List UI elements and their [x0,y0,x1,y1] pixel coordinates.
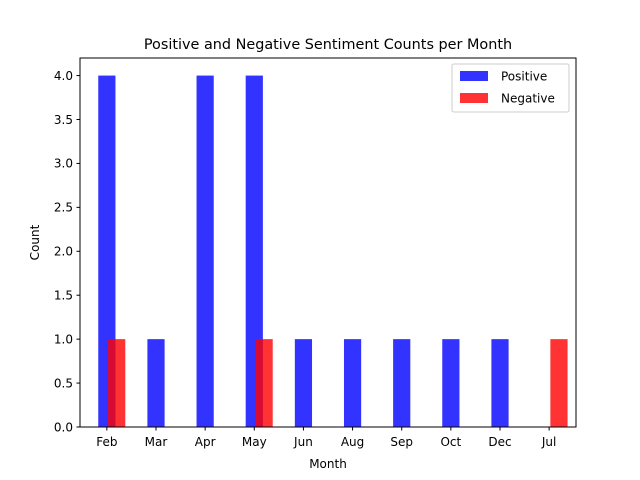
chart-title: Positive and Negative Sentiment Counts p… [144,37,512,53]
bar-negative-jul [550,339,568,427]
x-axis: Feb Mar Apr May Jun Aug Sep Oct Dec Jul [96,427,556,449]
y-tick-label: 3.0 [54,157,73,171]
y-tick-label: 1.0 [54,332,73,346]
x-tick-label: Oct [440,435,461,449]
x-tick-label: Jul [541,435,556,449]
x-tick-label: Feb [96,435,117,449]
x-tick-label: Apr [195,435,216,449]
x-axis-label: Month [309,457,347,471]
x-tick-label: Dec [488,435,511,449]
bar-positive-sep [393,339,411,427]
legend: Positive Negative [451,63,570,113]
y-tick-label: 4.0 [54,69,73,83]
bar-negative-feb [108,339,126,427]
plot-frame [79,57,577,428]
x-tick-label: Aug [341,435,364,449]
bar-positive-jun [294,339,313,427]
legend-label-positive: Positive [501,70,547,84]
bar-positive-aug [343,339,362,427]
y-tick-label: 2.0 [54,245,73,259]
bar-positive-dec [491,339,509,427]
x-tick-label: Jun [293,435,313,449]
x-tick-label: Mar [145,435,168,449]
bar-positive-mar [147,339,165,427]
legend-swatch-positive [460,71,488,81]
y-tick-label: 2.5 [54,201,73,215]
y-axis: 0.0 0.5 1.0 1.5 2.0 2.5 3.0 3.5 4.0 [54,69,80,434]
bar-positive-oct [442,339,460,427]
legend-swatch-negative [460,93,488,103]
bar-negative-may [255,339,273,427]
x-tick-label: Sep [390,435,413,449]
bars-group [98,75,568,428]
x-tick-label: May [242,435,267,449]
y-tick-label: 1.5 [54,289,73,303]
y-tick-label: 0.5 [54,376,73,390]
y-tick-label: 0.0 [54,420,73,434]
legend-label-negative: Negative [501,92,555,106]
bar-positive-apr [196,75,214,428]
y-tick-label: 3.5 [54,113,73,127]
y-axis-label: Count [28,224,42,260]
